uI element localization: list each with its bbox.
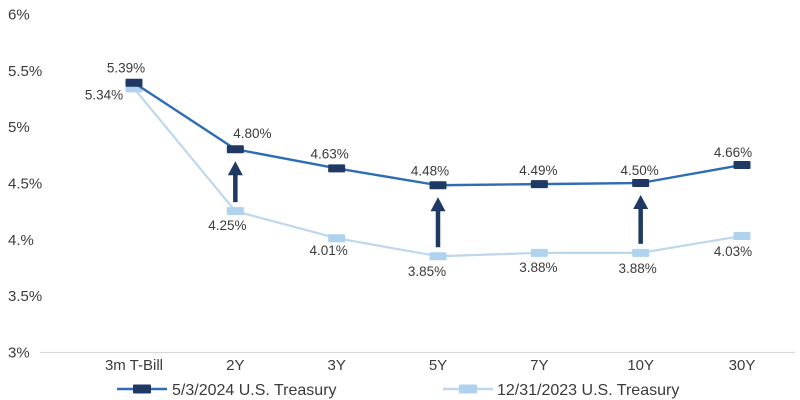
x-axis-tick-label: 3Y xyxy=(327,357,345,374)
data-label: 3.88% xyxy=(519,260,557,275)
data-label: 5.39% xyxy=(107,61,145,76)
data-label: 4.25% xyxy=(208,218,246,233)
data-label: 4.49% xyxy=(519,163,557,178)
x-axis-tick-label: 2Y xyxy=(226,357,244,374)
x-axis-tick-label: 30Y xyxy=(729,357,756,374)
x-axis-tick-label: 10Y xyxy=(627,357,654,374)
y-axis-tick-label: 5% xyxy=(8,119,30,136)
up-arrow-head xyxy=(430,197,446,212)
data-label: 4.03% xyxy=(714,244,752,259)
x-axis-tick-label: 3m T-Bill xyxy=(105,357,163,374)
series-0-marker xyxy=(530,180,548,189)
data-label: 4.80% xyxy=(233,126,271,141)
x-axis-tick-label: 7Y xyxy=(530,357,548,374)
series-1-marker xyxy=(733,231,751,240)
data-label: 4.63% xyxy=(311,146,349,161)
data-label: 3.85% xyxy=(408,264,446,279)
x-axis-tick-label: 5Y xyxy=(429,357,447,374)
data-label: 4.01% xyxy=(310,243,348,258)
series-0-marker xyxy=(226,145,244,154)
legend-label: 5/3/2024 U.S. Treasury xyxy=(172,382,337,399)
series-1-marker xyxy=(429,252,447,261)
y-axis-tick-label: 3.5% xyxy=(8,288,42,305)
series-0-marker xyxy=(328,164,346,173)
y-axis-tick-label: 5.5% xyxy=(8,63,42,80)
legend-marker-square xyxy=(459,384,477,394)
data-label: 5.34% xyxy=(85,87,123,102)
y-axis-tick-label: 3% xyxy=(8,345,30,362)
series-1-marker xyxy=(530,248,548,257)
series-1-marker xyxy=(226,207,244,216)
y-axis-tick-label: 4.% xyxy=(8,232,34,249)
data-label: 3.88% xyxy=(619,261,657,276)
series-1-marker xyxy=(632,248,650,257)
up-arrow-head xyxy=(227,161,243,176)
series-0-marker xyxy=(733,160,751,169)
series-0-marker xyxy=(632,179,650,187)
legend-marker-square xyxy=(133,384,151,394)
up-arrow-head xyxy=(633,195,649,209)
series-0-marker xyxy=(429,181,447,190)
series-1-marker xyxy=(328,234,346,243)
data-label: 4.66% xyxy=(714,145,752,160)
data-label: 4.48% xyxy=(411,163,449,178)
legend-label: 12/31/2023 U.S. Treasury xyxy=(497,382,679,399)
data-label: 4.50% xyxy=(621,163,659,178)
series-0-marker xyxy=(125,78,143,87)
y-axis-tick-label: 6% xyxy=(8,7,30,24)
y-axis-tick-label: 4.5% xyxy=(8,176,42,193)
